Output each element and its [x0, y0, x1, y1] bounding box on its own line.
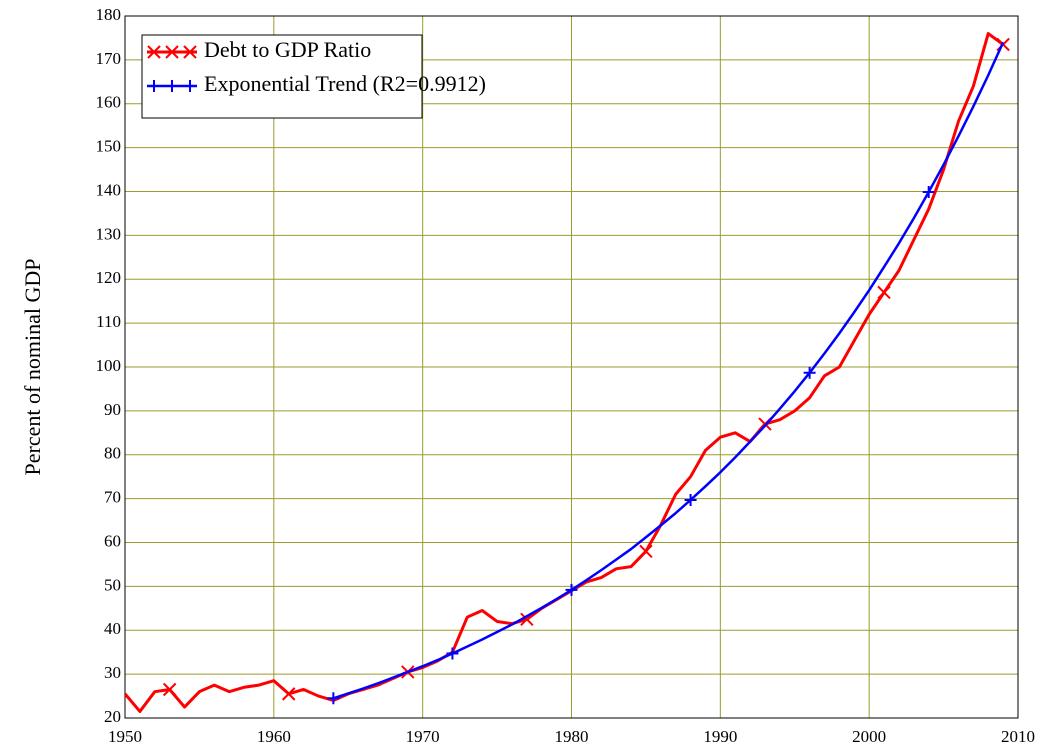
legend-marker [184, 80, 196, 92]
marker [922, 185, 935, 198]
y-tick-label: 80 [104, 444, 121, 463]
y-tick-label: 110 [96, 312, 121, 331]
y-tick-label: 160 [96, 93, 122, 112]
y-tick-label: 30 [104, 663, 121, 682]
y-axis-label: Percent of nominal GDP [20, 259, 45, 476]
marker [877, 285, 891, 300]
legend-marker [183, 45, 197, 59]
y-tick-label: 60 [104, 531, 121, 550]
legend-marker [165, 45, 179, 59]
y-tick-label: 120 [96, 268, 122, 287]
legend-label: Debt to GDP Ratio [204, 37, 371, 62]
y-tick-label: 40 [104, 619, 121, 638]
marker [639, 544, 653, 558]
y-tick-label: 100 [96, 356, 122, 375]
legend-marker [166, 80, 178, 92]
y-tick-label: 150 [96, 137, 122, 156]
legend-marker [148, 80, 160, 92]
x-tick-label: 1970 [406, 727, 440, 746]
x-tick-label: 1980 [555, 727, 589, 746]
marker [282, 687, 296, 701]
marker [162, 682, 177, 697]
x-tick-label: 1990 [703, 727, 737, 746]
legend-box [141, 34, 423, 119]
y-tick-label: 50 [104, 575, 121, 594]
plot-frame [124, 15, 1019, 719]
y-tick-label: 90 [104, 400, 121, 419]
x-tick-label: 2010 [1001, 727, 1035, 746]
x-tick-label: 2000 [852, 727, 886, 746]
series-line [123, 32, 1005, 713]
y-tick-label: 140 [96, 180, 122, 199]
y-tick-label: 70 [104, 488, 121, 507]
x-tick-label: 1960 [257, 727, 291, 746]
y-tick-label: 170 [96, 49, 122, 68]
legend-label: Exponential Trend (R2=0.9912) [204, 71, 486, 96]
y-tick-label: 130 [96, 224, 122, 243]
legend: Debt to GDP Ratio Exponential Trend (R2=0… [141, 34, 486, 119]
marker [565, 583, 578, 596]
y-tick-label: 20 [104, 707, 121, 726]
marker [327, 692, 340, 705]
marker [803, 366, 816, 379]
x-tick-label: 1950 [108, 727, 142, 746]
marker [684, 493, 697, 506]
series-line [332, 41, 1005, 700]
legend-marker [147, 45, 161, 59]
y-tick-label: 180 [96, 5, 122, 24]
marker [446, 647, 459, 660]
